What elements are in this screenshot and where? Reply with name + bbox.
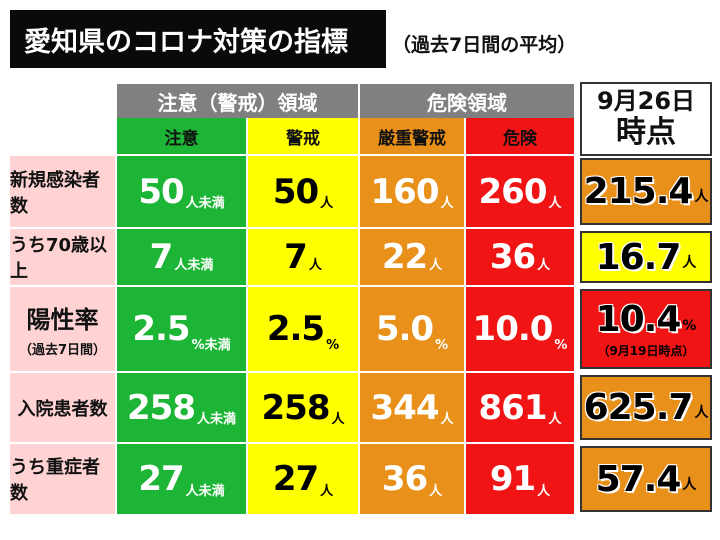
current-value: 57.4 [595,458,682,500]
threshold-cell: 7 人未満 [117,229,246,285]
threshold-value: 7 [149,237,174,277]
threshold-unit: 人未満 [174,258,214,273]
threshold-cell: 27 人未満 [117,444,246,514]
threshold-cell: 160 人 [360,156,464,227]
threshold-unit: 人 [429,484,443,499]
threshold-cell: 861 人 [466,373,574,442]
threshold-value: 160 [370,171,440,212]
current-unit: % [682,318,697,334]
group-header-danger: 危険領域 [360,84,574,118]
current-value: 215.4 [583,171,694,212]
threshold-value: 2.5 [266,309,325,349]
threshold-cell: 36 人 [360,444,464,514]
subheader-caution: 注意 [117,118,246,154]
group-header-caution: 注意（警戒）領域 [117,84,358,118]
current-value-cell: 215.4 人 [580,158,712,225]
threshold-unit: 人 [320,484,334,499]
row-label: 陽性率 （過去7日間） [10,287,115,371]
current-value-cell: 57.4 人 [580,446,712,512]
date-header-suffix: 時点 [616,114,676,150]
threshold-value: 258 [127,387,196,428]
current-value-cell: 10.4% （9月19日時点） [580,289,712,369]
threshold-cell: 344 人 [360,373,464,442]
row-label: 入院患者数 [10,373,115,442]
threshold-cell: 50 人未満 [117,156,246,227]
current-value-cell: 16.7 人 [580,231,712,283]
threshold-unit: 人 [548,196,562,211]
threshold-unit: % [435,338,449,353]
subheader-warning: 警戒 [248,118,358,154]
current-unit: 人 [694,405,709,421]
current-value-cell: 625.7 人 [580,375,712,440]
row-label: 新規感染者数 [10,156,115,227]
row-label: うち重症者数 [10,444,115,514]
row-label-text: うち70歳以上 [10,235,108,282]
current-note: （9月19日時点） [597,344,695,358]
threshold-value: 27 [138,459,184,499]
threshold-value: 861 [478,387,548,428]
subheader-severe-warning: 厳重警戒 [360,118,464,154]
row-label-text: 新規感染者数 [10,169,100,217]
subheader-danger: 危険 [466,118,574,154]
threshold-unit: 人 [548,412,562,427]
threshold-unit: 人 [308,258,322,273]
threshold-cell: 2.5% [248,287,358,371]
threshold-value: 5.0 [375,309,434,349]
threshold-value: 2.5 [132,309,190,349]
threshold-value: 260 [478,171,548,212]
row-label-text: うち重症者数 [10,457,100,504]
date-header: 9月26日 時点 [580,82,712,156]
threshold-unit: 人 [537,484,551,499]
threshold-cell: 258 人 [248,373,358,442]
threshold-unit: %未満 [191,338,231,353]
threshold-value: 10.0 [472,309,554,349]
threshold-value: 7 [284,237,308,277]
threshold-value: 50 [272,171,319,212]
current-value: 16.7 [595,236,682,278]
threshold-unit: 人未満 [185,196,225,211]
threshold-value: 36 [489,237,536,277]
date-header-date: 9月26日 [596,86,696,115]
threshold-unit: 人 [537,258,551,273]
threshold-value: 91 [489,459,536,499]
threshold-cell: 5.0% [360,287,464,371]
threshold-unit: 人 [429,258,443,273]
page-title: 愛知県のコロナ対策の指標 [10,10,386,68]
current-unit: 人 [694,189,709,205]
threshold-value: 50 [138,171,184,212]
threshold-cell: 22 人 [360,229,464,285]
threshold-value: 344 [370,387,440,428]
threshold-cell: 50 人 [248,156,358,227]
threshold-unit: 人 [440,196,454,211]
threshold-unit: % [554,338,568,353]
threshold-cell: 2.5 %未満 [117,287,246,371]
row-label-text: 入院患者数 [17,398,108,420]
current-value: 625.7 [583,387,694,428]
threshold-unit: 人 [331,412,345,427]
threshold-unit: 人 [440,412,454,427]
threshold-value: 22 [381,237,428,277]
current-value: 10.4 [595,299,682,340]
current-unit: 人 [682,476,697,493]
threshold-cell: 260 人 [466,156,574,227]
threshold-cell: 91 人 [466,444,574,514]
threshold-unit: % [326,338,340,353]
threshold-cell: 27 人 [248,444,358,514]
threshold-unit: 人 [320,196,334,211]
threshold-cell: 36 人 [466,229,574,285]
threshold-unit: 人未満 [185,484,225,499]
threshold-value: 258 [261,387,331,428]
row-label: うち70歳以上 [10,229,115,285]
threshold-unit: 人未満 [196,412,236,427]
row-sublabel: （過去7日間） [18,343,107,358]
threshold-cell: 10.0% [466,287,574,371]
page-subtitle: （過去7日間の平均） [392,34,577,56]
threshold-cell: 258 人未満 [117,373,246,442]
row-label-text: 陽性率 [26,306,99,334]
current-unit: 人 [682,254,697,271]
threshold-value: 27 [272,459,319,499]
threshold-value: 36 [381,459,428,499]
